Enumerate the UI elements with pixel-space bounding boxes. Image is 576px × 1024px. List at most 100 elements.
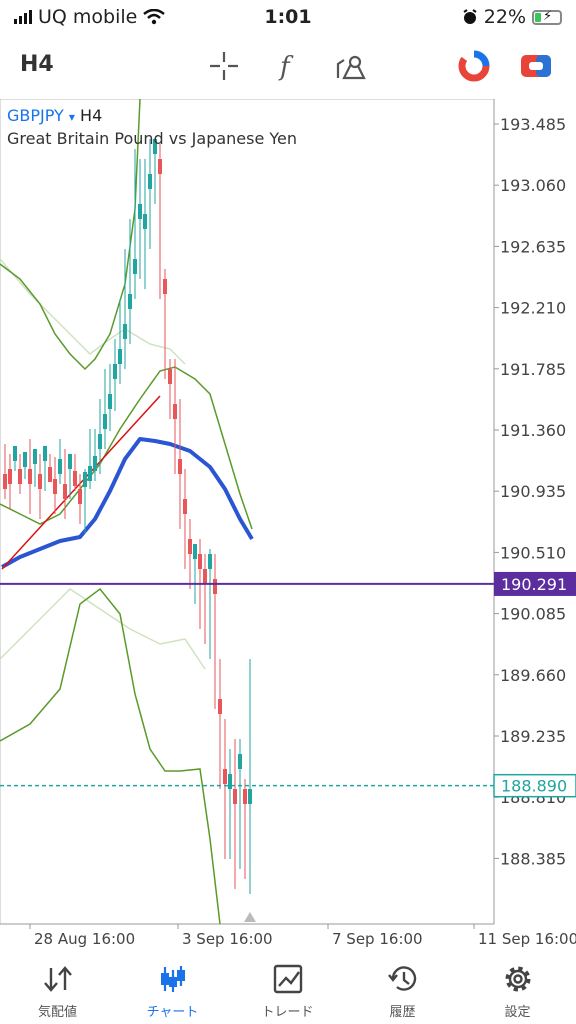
objects-icon[interactable] xyxy=(333,48,369,84)
crosshair-icon[interactable] xyxy=(206,48,242,84)
signal-icon xyxy=(14,10,32,24)
moving-average-line xyxy=(1,437,254,569)
candle-body xyxy=(78,489,82,504)
candle-body xyxy=(63,484,67,499)
chart-symbol[interactable]: GBPJPY ▾ H4 xyxy=(7,106,103,125)
candle-body xyxy=(8,469,12,484)
chart-toolbar: H4 f xyxy=(0,36,576,94)
status-bar: UQ mobile 1:01 22% ⚡ xyxy=(0,0,576,34)
candle-body xyxy=(128,294,132,309)
symbol-description: Great Britain Pound vs Japanese Yen xyxy=(7,129,298,148)
price-tick-label: 191.785 xyxy=(500,360,566,379)
candle-body xyxy=(233,789,237,804)
candle-body xyxy=(218,699,222,714)
band-lower xyxy=(0,587,221,925)
candle-body xyxy=(228,774,232,789)
battery-percent: 22% xyxy=(483,6,526,28)
alarm-icon xyxy=(463,9,477,24)
price-tick-label: 188.385 xyxy=(500,849,566,868)
candle-body xyxy=(213,579,217,594)
price-tick-label: 192.210 xyxy=(500,299,566,318)
settings-icon xyxy=(460,963,575,995)
price-tick-label: 189.660 xyxy=(500,666,566,685)
indicators-icon[interactable]: f xyxy=(270,48,306,84)
history-icon xyxy=(345,963,460,995)
candle-body xyxy=(3,474,7,489)
candle-body xyxy=(93,456,97,471)
candle-body xyxy=(38,474,42,489)
tab-bar: 気配値 チャート トレード 履歴 設定 xyxy=(0,957,576,1024)
candle-body xyxy=(113,364,117,379)
time-tick-label: 28 Aug 16:00 xyxy=(34,930,135,948)
candle-body xyxy=(153,139,157,154)
candle-body xyxy=(33,449,37,464)
candle-body xyxy=(173,404,177,419)
clock: 1:01 xyxy=(264,6,312,28)
quotes-icon xyxy=(0,963,115,995)
candle-body xyxy=(133,259,137,274)
candle-body xyxy=(183,499,187,514)
candle-body xyxy=(143,214,147,229)
candle-body xyxy=(23,452,27,467)
trendline xyxy=(1,395,161,570)
candle-body xyxy=(53,479,57,494)
level-price-tag xyxy=(494,571,576,596)
outer-band-lower xyxy=(0,588,206,670)
time-tick-label: 7 Sep 16:00 xyxy=(332,930,423,948)
wifi-icon xyxy=(143,9,166,25)
price-tick-label: 190.935 xyxy=(500,482,566,501)
price-chart[interactable]: 193.485 193.060 192.635 192.210 191.785 191.3… xyxy=(0,99,576,957)
band-upper xyxy=(0,99,141,371)
bid-price-label: 188.890 xyxy=(501,777,567,796)
candle-body xyxy=(68,454,72,469)
timeframe-button[interactable]: H4 xyxy=(20,52,54,77)
candle-body xyxy=(58,459,62,474)
candle-body xyxy=(208,554,212,569)
tab-chart[interactable]: チャート xyxy=(115,957,230,1024)
price-tick-label: 190.085 xyxy=(500,605,566,624)
svg-text:f: f xyxy=(278,52,294,82)
candle-body xyxy=(118,349,122,364)
price-tick-label: 191.360 xyxy=(500,421,566,440)
one-click-trading-icon[interactable] xyxy=(456,48,492,84)
candle-body xyxy=(88,466,92,481)
candle-body xyxy=(188,539,192,554)
candle-body xyxy=(203,569,207,584)
current-bar-marker xyxy=(244,912,256,922)
candle-body xyxy=(248,789,252,804)
candle-body xyxy=(48,467,52,482)
tab-quotes[interactable]: 気配値 xyxy=(0,957,115,1024)
tab-settings[interactable]: 設定 xyxy=(460,957,575,1024)
trade-icon xyxy=(230,963,345,995)
candle-body xyxy=(138,204,142,219)
candle-body xyxy=(243,789,247,804)
price-tick-label: 190.510 xyxy=(500,543,566,562)
tab-history[interactable]: 履歴 xyxy=(345,957,460,1024)
level-price-label: 190.291 xyxy=(501,575,567,594)
candle-body xyxy=(98,434,102,449)
candle-body xyxy=(18,469,22,484)
candle-body xyxy=(178,459,182,474)
tab-trade[interactable]: トレード xyxy=(230,957,345,1024)
battery-icon: ⚡ xyxy=(532,9,562,25)
plot-frame xyxy=(0,99,495,925)
candle-body xyxy=(103,414,107,429)
candle-body xyxy=(123,324,127,339)
candle-body xyxy=(198,554,202,569)
candle-body xyxy=(73,471,77,486)
candle-body xyxy=(193,544,197,559)
chart-icon xyxy=(115,963,230,995)
candle-body xyxy=(158,159,162,174)
candle-body xyxy=(28,469,32,484)
candle-body xyxy=(13,446,17,461)
candle-body xyxy=(223,769,227,784)
price-tick-label: 192.635 xyxy=(500,237,566,256)
candle-body xyxy=(83,472,87,487)
new-order-icon[interactable] xyxy=(518,48,554,84)
carrier: UQ mobile xyxy=(38,6,138,28)
candle-body xyxy=(168,369,172,384)
bid-price-tag xyxy=(493,773,576,798)
price-tick-label: 189.235 xyxy=(500,727,566,746)
price-tick-label: 193.485 xyxy=(500,115,566,134)
candle-body xyxy=(238,754,242,769)
